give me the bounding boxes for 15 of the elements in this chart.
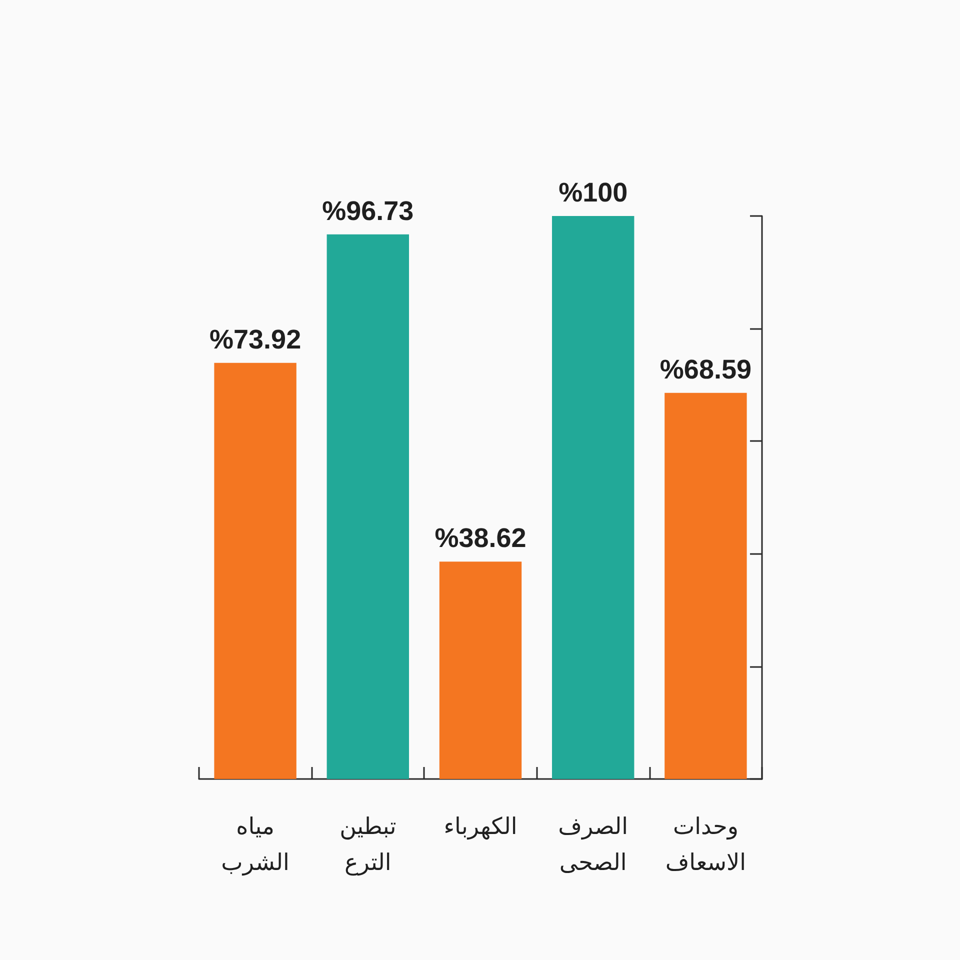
bar — [214, 362, 296, 779]
data-label: %100 — [558, 178, 628, 208]
x-tick-label: الصرف الصحى — [558, 814, 628, 876]
x-tick-label: وحدات الاسعاف — [665, 814, 746, 876]
bar — [664, 392, 747, 779]
bar — [439, 562, 522, 779]
bar — [552, 216, 634, 779]
data-label: %38.62 — [434, 523, 526, 554]
x-tick-label: تبطين الترع — [340, 814, 396, 876]
data-label: %96.73 — [322, 196, 414, 226]
data-label: %73.92 — [210, 324, 302, 354]
data-label: %68.59 — [660, 354, 752, 384]
x-tick-label: الكهرباء — [444, 814, 518, 840]
x-tick-label: مياه الشرب — [221, 814, 290, 876]
bar — [326, 234, 409, 779]
